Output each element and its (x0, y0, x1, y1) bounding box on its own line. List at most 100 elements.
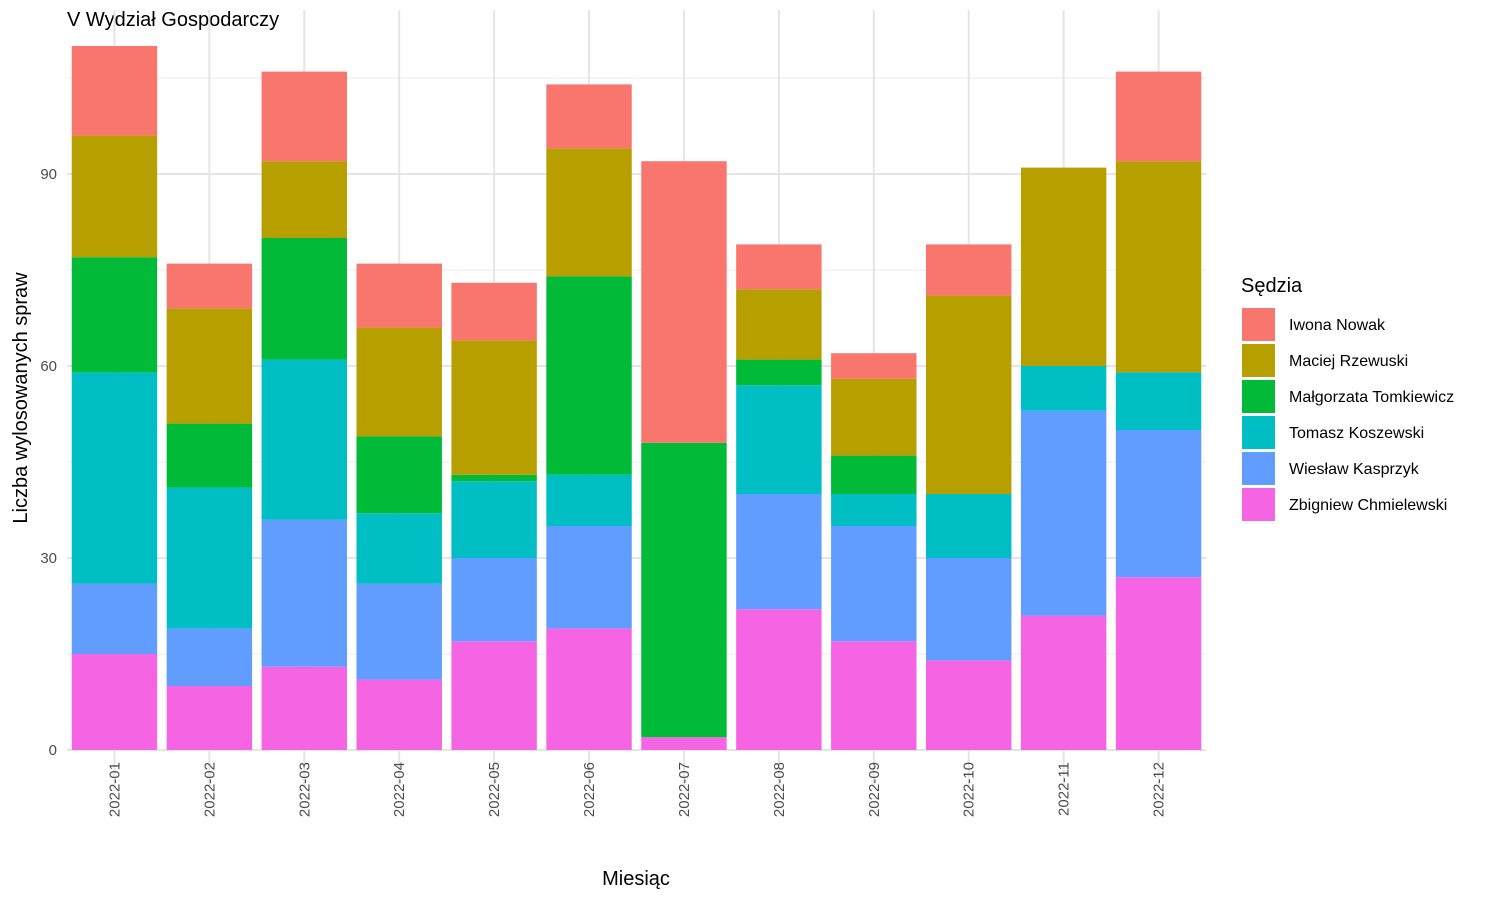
y-axis-ticks: 0 30 60 90 (40, 166, 57, 759)
legend-key (1242, 308, 1275, 341)
bar-segment (356, 583, 442, 680)
bar-segment (831, 641, 917, 750)
legend-label: Iwona Nowak (1289, 317, 1386, 334)
bar-segment (925, 494, 1012, 558)
bar-segment (641, 161, 727, 443)
bar-segment (831, 378, 917, 456)
legend-label: Maciej Rzewuski (1289, 353, 1408, 370)
bar-segment (641, 442, 727, 738)
bar-segment (356, 327, 442, 437)
x-tick-label: 2022-01 (106, 762, 123, 817)
bar-segment (831, 353, 917, 379)
x-tick-label: 2022-12 (1151, 762, 1168, 817)
bar-segment (546, 276, 632, 475)
bar-segment (356, 513, 442, 584)
bar-segment (451, 474, 537, 482)
bar-segment (71, 372, 158, 584)
legend-title: Sędzia (1241, 275, 1303, 297)
bars (71, 46, 1202, 750)
bar-segment (71, 257, 158, 373)
bar-segment (166, 423, 253, 488)
legend-label: Małgorzata Tomkiewicz (1289, 389, 1454, 406)
bar-segment (925, 244, 1012, 296)
x-tick-label: 2022-11 (1056, 762, 1073, 816)
bar-segment (71, 654, 158, 750)
bar-segment (451, 340, 537, 475)
bar-segment (736, 244, 822, 290)
x-tick-label: 2022-02 (201, 762, 218, 817)
bar-segment (451, 641, 537, 750)
x-tick-label: 2022-10 (961, 762, 978, 817)
bar-segment (71, 46, 158, 136)
y-tick-label: 90 (40, 166, 57, 183)
legend-key (1242, 344, 1275, 377)
bar-segment (925, 295, 1012, 494)
bar-segment (1115, 372, 1202, 430)
bar-segment (1020, 410, 1107, 616)
bar-segment (546, 474, 632, 526)
bar-segment (261, 238, 348, 360)
bar-segment (1115, 71, 1202, 162)
bar-segment (166, 487, 253, 629)
bar-segment (356, 679, 442, 750)
legend-label: Wiesław Kasprzyk (1289, 461, 1420, 478)
y-tick-label: 30 (40, 550, 57, 567)
x-tick-label: 2022-07 (676, 762, 693, 817)
bar-segment (736, 494, 822, 610)
bar-segment (356, 263, 442, 328)
bar-segment (451, 282, 537, 341)
x-tick-label: 2022-06 (581, 762, 598, 817)
bar-segment (356, 436, 442, 514)
legend-key (1242, 488, 1275, 521)
legend-key (1242, 416, 1275, 449)
bar-segment (451, 481, 537, 558)
bar-segment (546, 526, 632, 629)
x-tick-label: 2022-09 (866, 762, 883, 817)
x-tick-label: 2022-04 (391, 762, 408, 817)
bar-segment (1115, 430, 1202, 578)
bar-segment (925, 660, 1012, 750)
bar-segment (261, 519, 348, 667)
legend-label: Zbigniew Chmielewski (1289, 497, 1447, 514)
bar-segment (925, 558, 1012, 661)
bar-segment (546, 628, 632, 750)
bar-segment (1020, 366, 1107, 411)
bar-segment (166, 686, 253, 750)
bar-segment (261, 71, 348, 162)
x-tick-label: 2022-05 (486, 762, 503, 817)
bar-segment (546, 148, 632, 277)
y-tick-label: 60 (40, 358, 57, 375)
bar-segment (261, 666, 348, 750)
y-tick-label: 0 (49, 742, 57, 759)
bar-segment (71, 135, 158, 258)
legend: Sędzia Iwona Nowak Maciej Rzewuski Małgorz… (1241, 275, 1454, 521)
legend-key (1242, 452, 1275, 485)
x-tick-label: 2022-08 (771, 762, 788, 817)
bar-segment (736, 289, 822, 360)
bar-segment (831, 494, 917, 526)
legend-key (1242, 380, 1275, 413)
bar-segment (1020, 615, 1107, 750)
bar-segment (166, 308, 253, 424)
x-tick-label: 2022-03 (296, 762, 313, 817)
chart-title: V Wydział Gospodarczy (67, 9, 279, 31)
x-axis-ticks: 2022-01 2022-02 2022-03 2022-04 2022-05 2022-… (106, 762, 1167, 817)
bar-segment (261, 161, 348, 238)
bar-segment (166, 263, 253, 309)
bar-segment (831, 455, 917, 494)
y-axis-title: Liczba wylosowanych spraw (10, 272, 32, 524)
bar-segment (831, 526, 917, 642)
bar-segment (166, 628, 253, 686)
legend-label: Tomasz Koszewski (1289, 425, 1424, 442)
bar-segment (736, 609, 822, 750)
bar-segment (736, 359, 822, 386)
bar-segment (546, 84, 632, 149)
bar-segment (261, 359, 348, 520)
bar-segment (1115, 161, 1202, 373)
bar-segment (71, 583, 158, 654)
bar-segment (736, 385, 822, 494)
bar-segment (1115, 577, 1202, 750)
bar-segment (451, 558, 537, 642)
x-axis-title: Miesiąc (602, 868, 670, 890)
